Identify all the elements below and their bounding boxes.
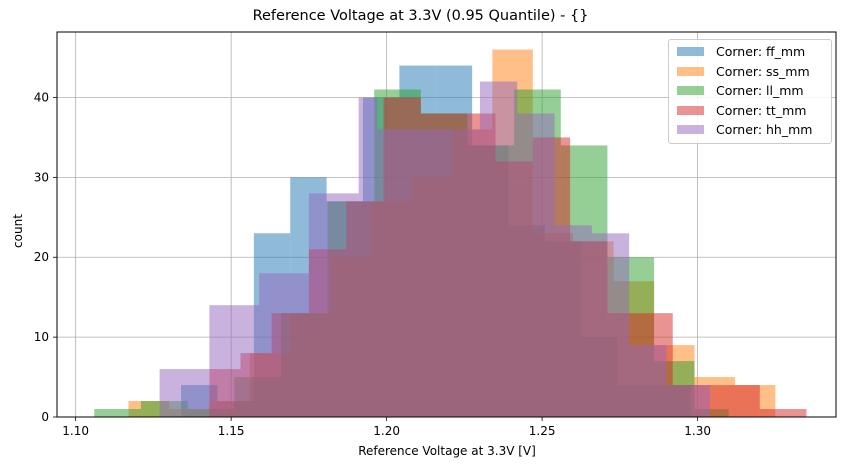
- histogram-bar: [759, 409, 807, 417]
- x-axis-ticks: 1.10 1.15 1.20 1.25 1.30: [62, 417, 711, 438]
- legend-swatch-tt-mm: [677, 105, 704, 115]
- legend-item-ll-mm: Corner: ll_mm: [669, 81, 831, 101]
- series-corner-hh-mm: [159, 81, 711, 418]
- histogram-bar: [629, 345, 667, 417]
- histogram-bar: [209, 305, 260, 417]
- histogram-bar: [259, 273, 309, 417]
- plot-frame: [56, 31, 837, 418]
- legend-item-ss-mm: Corner: ss_mm: [669, 62, 831, 82]
- histogram-bars: [94, 49, 807, 418]
- legend-swatch-ss-mm: [677, 66, 704, 76]
- y-tick-label: 20: [34, 250, 49, 264]
- legend-swatch-ff-mm: [677, 47, 704, 57]
- legend-swatch-ll-mm: [677, 86, 704, 96]
- histogram-bar: [517, 113, 555, 418]
- histogram-bar: [666, 385, 711, 417]
- x-tick-label: 1.25: [529, 424, 556, 438]
- y-axis-ticks: 0 10 20 30 40: [34, 90, 57, 424]
- legend-swatch-hh-mm: [677, 125, 704, 135]
- legend-label: Corner: ff_mm: [716, 44, 806, 60]
- histogram-bar: [479, 81, 518, 417]
- y-tick-label: 0: [41, 410, 49, 424]
- x-tick-label: 1.20: [373, 424, 400, 438]
- x-tick-label: 1.10: [62, 424, 89, 438]
- legend-label: Corner: tt_mm: [716, 102, 807, 118]
- x-axis-label: Reference Voltage at 3.3V [V]: [358, 444, 536, 458]
- y-tick-label: 40: [34, 90, 49, 104]
- histogram-bar: [591, 233, 630, 417]
- histogram-bar: [159, 369, 210, 417]
- chart-title: Reference Voltage at 3.3V (0.95 Quantile…: [252, 8, 589, 24]
- legend-item-hh-mm: Corner: hh_mm: [669, 120, 831, 140]
- legend-item-tt-mm: Corner: tt_mm: [669, 101, 831, 121]
- legend-item-ff-mm: Corner: ff_mm: [669, 42, 831, 62]
- x-tick-label: 1.15: [218, 424, 245, 438]
- histogram-bar: [358, 97, 378, 417]
- histogram-bar: [710, 385, 760, 417]
- x-tick-label: 1.30: [684, 424, 711, 438]
- legend-label: Corner: ll_mm: [716, 83, 804, 99]
- histogram-bar: [94, 409, 141, 417]
- legend-label: Corner: hh_mm: [716, 122, 813, 138]
- y-tick-label: 10: [34, 330, 49, 344]
- histogram-bar: [377, 129, 431, 418]
- histogram-bar: [554, 225, 592, 417]
- legend-label: Corner: ss_mm: [716, 63, 810, 79]
- legend: Corner: ff_mm Corner: ss_mm Corner: ll_m…: [668, 39, 832, 144]
- y-axis-label: count: [11, 214, 25, 248]
- histogram-bar: [308, 193, 359, 417]
- histogram-bar: [430, 129, 480, 418]
- y-tick-label: 30: [34, 170, 49, 184]
